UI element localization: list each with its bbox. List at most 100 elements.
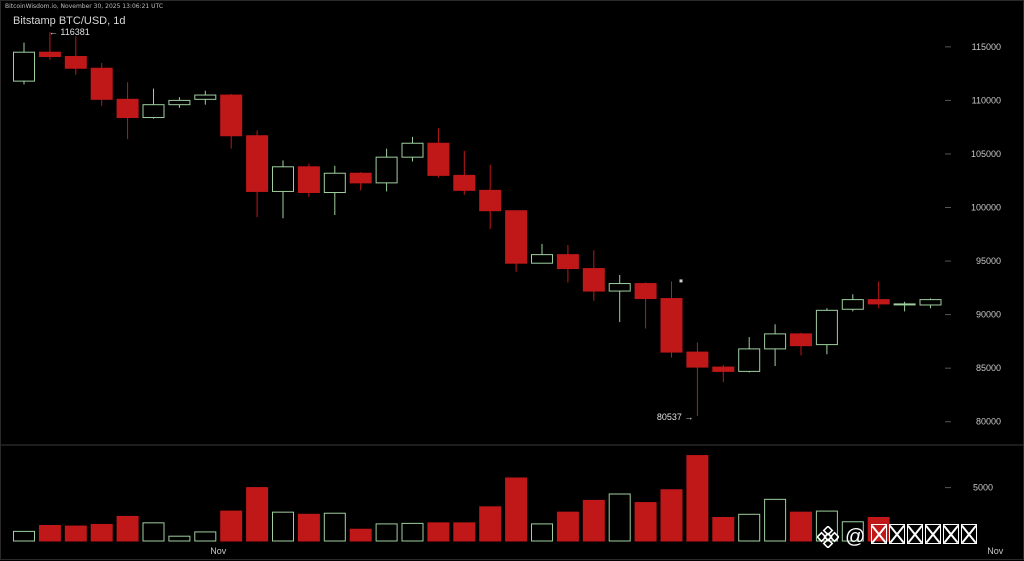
high-price-annotation: ← 116381 bbox=[49, 27, 90, 37]
candle-body bbox=[246, 135, 269, 192]
candle bbox=[272, 160, 294, 219]
candle-body bbox=[479, 189, 502, 212]
x-tick-label: Nov bbox=[210, 546, 227, 556]
candle-body bbox=[893, 303, 916, 306]
candle bbox=[453, 150, 476, 195]
volume-bar bbox=[142, 522, 165, 542]
volume-bar bbox=[764, 498, 787, 542]
candle-body bbox=[634, 283, 657, 300]
price-tick-label: 100000 bbox=[971, 203, 1001, 213]
volume-bar bbox=[116, 515, 139, 542]
candle-body bbox=[116, 98, 139, 119]
axis-labels: 115000 110000 105000 100000 95000 90000 85000 8… bbox=[210, 42, 1004, 556]
candle bbox=[375, 148, 398, 192]
candle bbox=[582, 250, 605, 301]
at-symbol: @ bbox=[845, 525, 866, 548]
candle bbox=[479, 164, 502, 229]
volume-bar bbox=[841, 521, 864, 542]
volume-bar bbox=[401, 522, 424, 542]
candle bbox=[116, 82, 139, 139]
candle bbox=[401, 136, 424, 162]
candle bbox=[712, 364, 735, 383]
candle-body bbox=[608, 283, 631, 292]
candle-body bbox=[867, 299, 890, 305]
candle bbox=[686, 342, 709, 416]
volume-bar bbox=[790, 511, 812, 542]
volume-bars bbox=[13, 455, 890, 542]
volume-bar bbox=[323, 512, 346, 542]
chart-title: Bitstamp BTC/USD, 1d bbox=[13, 15, 126, 27]
price-tick-label: 95000 bbox=[976, 256, 1001, 266]
candle bbox=[64, 36, 87, 75]
candle bbox=[427, 128, 450, 178]
volume-bar bbox=[168, 535, 191, 542]
watermark-handle bbox=[871, 524, 979, 550]
candle-body bbox=[272, 166, 294, 192]
candle-body bbox=[38, 51, 61, 57]
volume-bar bbox=[220, 510, 243, 542]
candle-body bbox=[582, 268, 605, 292]
candle bbox=[90, 62, 113, 106]
candle bbox=[168, 97, 191, 108]
candle bbox=[556, 244, 579, 283]
candle bbox=[660, 281, 683, 358]
candle-body bbox=[375, 156, 398, 184]
candle-body bbox=[556, 254, 579, 270]
volume-bar bbox=[375, 523, 398, 542]
volume-bar bbox=[90, 523, 113, 542]
grid-layer bbox=[1, 46, 1024, 489]
candle-body bbox=[738, 348, 761, 372]
binance-diamond-icon bbox=[817, 526, 839, 548]
candle-body bbox=[220, 94, 243, 137]
obscured-glyph bbox=[943, 524, 960, 544]
candle-body bbox=[686, 351, 709, 368]
volume-bar bbox=[556, 511, 579, 542]
candle-body bbox=[531, 254, 553, 264]
volume-bar bbox=[427, 522, 450, 542]
obscured-glyph bbox=[907, 524, 924, 544]
candle bbox=[13, 42, 35, 85]
candle-body bbox=[168, 99, 191, 106]
candles bbox=[13, 32, 942, 416]
volume-bar bbox=[453, 522, 476, 542]
volume-bar bbox=[479, 506, 502, 542]
candle bbox=[764, 324, 787, 367]
candle bbox=[893, 301, 916, 312]
annotations: ← 116381 80537 → bbox=[49, 27, 694, 422]
volume-bar bbox=[64, 525, 87, 542]
candle-body bbox=[13, 51, 35, 82]
candle bbox=[608, 274, 631, 323]
candle-body bbox=[427, 142, 450, 176]
candle bbox=[349, 172, 372, 191]
price-tick-label: 105000 bbox=[971, 149, 1001, 159]
candle-body bbox=[712, 366, 735, 372]
price-tick-label: 80000 bbox=[976, 417, 1001, 427]
candle bbox=[634, 282, 657, 329]
volume-bar bbox=[349, 528, 372, 542]
volume-bar bbox=[194, 531, 217, 542]
volume-bar bbox=[686, 455, 709, 542]
candle bbox=[841, 294, 864, 312]
candle bbox=[867, 281, 890, 309]
candle-body bbox=[815, 309, 838, 346]
candle-body bbox=[401, 142, 424, 158]
volume-bar bbox=[582, 499, 605, 542]
volume-bar bbox=[13, 530, 35, 542]
volume-tick-label: 5000 bbox=[973, 483, 993, 493]
volume-bar bbox=[272, 511, 294, 542]
obscured-glyph bbox=[889, 524, 906, 544]
candle bbox=[323, 165, 346, 216]
source-timestamp: BitcoinWisdom.io, November 30, 2025 13:0… bbox=[5, 3, 164, 10]
low-price-annotation: 80537 → bbox=[657, 412, 694, 422]
volume-bar bbox=[531, 523, 553, 542]
candle bbox=[815, 308, 838, 355]
volume-bar bbox=[297, 513, 320, 542]
candle bbox=[297, 163, 320, 197]
x-tick-label: Nov bbox=[987, 546, 1004, 556]
candle-body bbox=[64, 55, 87, 69]
volume-bar bbox=[738, 513, 761, 542]
candle-body bbox=[505, 210, 528, 264]
candle bbox=[220, 93, 243, 149]
candle-body bbox=[453, 174, 476, 191]
volume-bar bbox=[634, 502, 657, 542]
